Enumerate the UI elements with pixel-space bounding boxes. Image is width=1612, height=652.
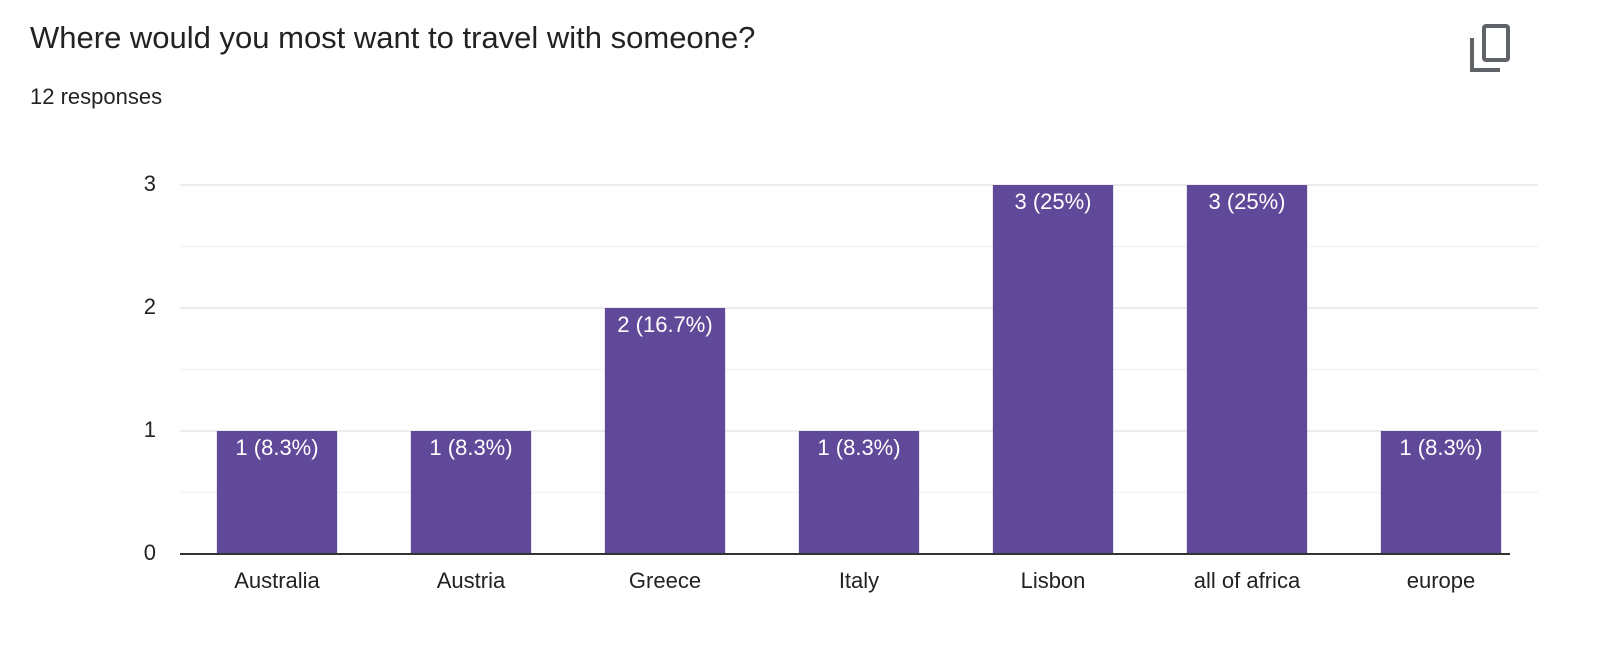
y-tick-label: 2 [144, 294, 156, 319]
x-tick-label: Italy [839, 568, 879, 593]
chart-title: Where would you most want to travel with… [30, 20, 755, 55]
bar [1380, 431, 1502, 554]
y-tick-label: 3 [144, 171, 156, 196]
chart-subtitle: 12 responses [30, 84, 162, 109]
copy-icon[interactable] [1470, 24, 1510, 72]
bar [992, 185, 1114, 554]
copy-icon-front [1482, 24, 1510, 62]
bar [798, 431, 920, 554]
value-label: 1 (8.3%) [429, 435, 512, 460]
y-tick-label: 1 [144, 417, 156, 442]
value-label: 1 (8.3%) [1399, 435, 1482, 460]
value-label: 1 (8.3%) [817, 435, 900, 460]
bar [604, 308, 726, 554]
value-label: 3 (25%) [1014, 189, 1091, 214]
value-label: 3 (25%) [1208, 189, 1285, 214]
y-tick-label: 0 [144, 540, 156, 565]
x-tick-label: Greece [629, 568, 701, 593]
x-tick-label: Austria [437, 568, 506, 593]
value-label: 1 (8.3%) [235, 435, 318, 460]
bar [1186, 185, 1308, 554]
x-tick-label: Australia [234, 568, 320, 593]
copy-icon-back [1470, 38, 1500, 72]
bar [216, 431, 338, 554]
bar [410, 431, 532, 554]
x-tick-label: Lisbon [1021, 568, 1086, 593]
x-tick-label: europe [1407, 568, 1476, 593]
value-label: 2 (16.7%) [617, 312, 712, 337]
x-tick-label: all of africa [1194, 568, 1301, 593]
